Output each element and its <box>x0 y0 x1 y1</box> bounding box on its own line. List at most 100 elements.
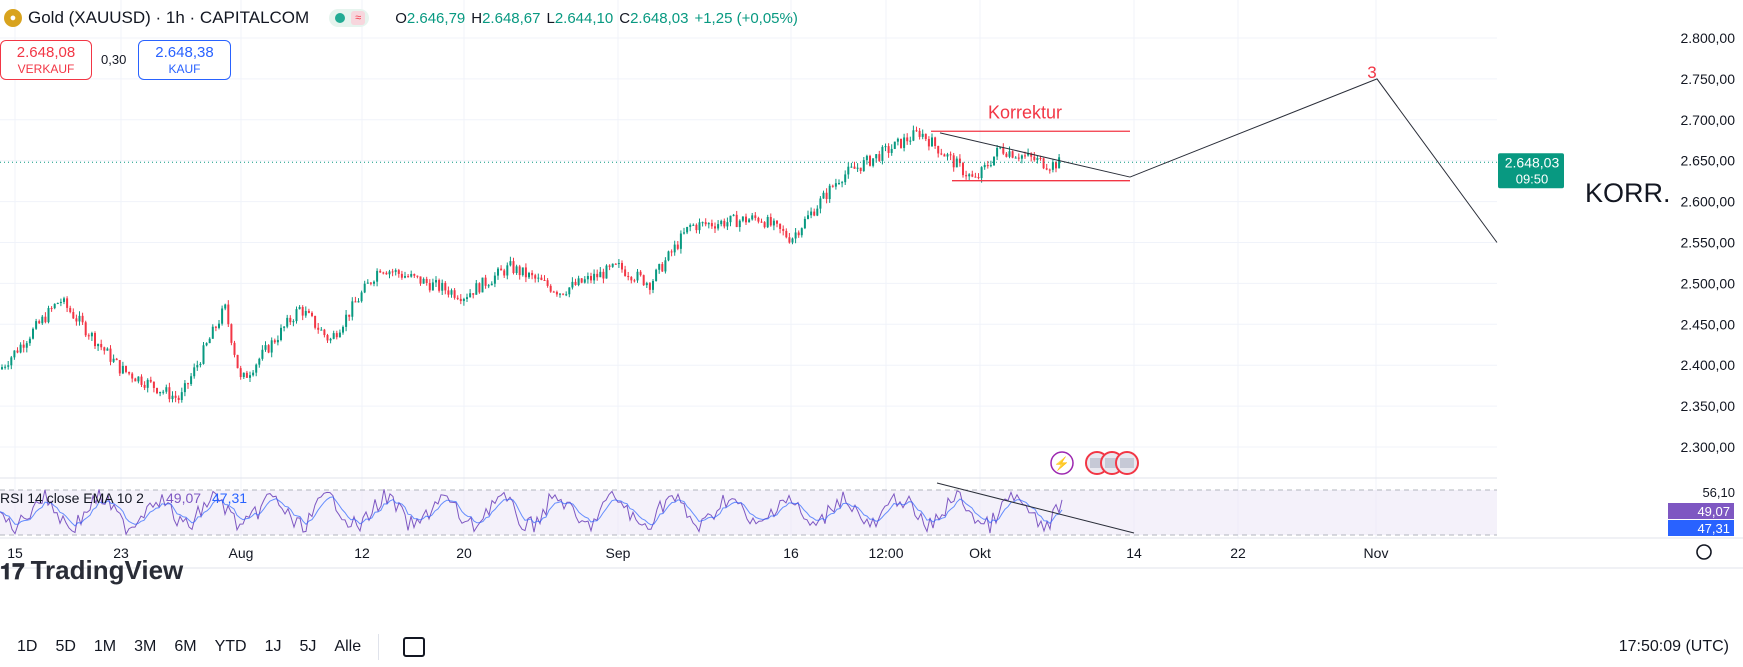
candle-body <box>221 308 224 324</box>
candle-body <box>106 348 109 351</box>
candle-body <box>239 368 242 378</box>
flag-stripes <box>1105 458 1119 468</box>
candle-body <box>407 276 410 278</box>
candle-body <box>729 215 732 223</box>
candle-body <box>289 317 292 323</box>
candle-body <box>617 262 620 265</box>
candle-body <box>152 381 155 389</box>
candle-body <box>301 306 304 316</box>
settings-icon[interactable] <box>1696 544 1712 560</box>
candle-body <box>655 269 658 281</box>
chart-drawings[interactable]: Korrektur 3 ⚡ <box>931 63 1498 475</box>
candle-body <box>896 138 899 142</box>
candle-body <box>900 138 902 148</box>
timeframe-1j[interactable]: 1J <box>264 638 282 655</box>
sell-button[interactable]: 2.648,08 VERKAUF <box>0 40 92 80</box>
candle-body <box>723 220 726 227</box>
candle-body <box>555 291 558 295</box>
utc-clock[interactable]: 17:50:09 (UTC) <box>1618 638 1729 655</box>
time-axis[interactable]: 15 23 Aug 12 20 Sep 16 12:00 Okt 14 22 Nov <box>0 477 1743 569</box>
candle-body <box>884 146 887 148</box>
korrektur-label[interactable]: Korrektur <box>988 102 1062 122</box>
candle-body <box>78 315 81 322</box>
wave3-label[interactable]: 3 <box>1367 63 1376 82</box>
candle-body <box>50 308 53 310</box>
candle-body <box>295 309 298 322</box>
candle-body <box>841 182 844 184</box>
candle-body <box>307 310 310 313</box>
candle-body <box>853 166 856 169</box>
calendar-icon[interactable] <box>403 637 426 657</box>
candle-body <box>450 290 453 295</box>
candle-body <box>7 365 10 367</box>
timeframe-3m[interactable]: 3M <box>134 638 157 655</box>
candle-body <box>1008 151 1011 157</box>
price-axis[interactable]: 2.800,00 2.750,00 2.700,00 2.650,00 2.600,00… <box>1498 30 1735 455</box>
candle-body <box>97 343 100 347</box>
candle-body <box>13 350 16 358</box>
wave-projection[interactable] <box>1129 78 1498 243</box>
candle-body <box>695 224 698 231</box>
candle-body <box>323 329 326 336</box>
buy-button[interactable]: 2.648,38 KAUF <box>138 40 231 80</box>
candle-body <box>772 220 775 226</box>
market-status-icon[interactable]: ≈ <box>329 9 370 27</box>
symbol-title[interactable]: Gold (XAUUSD) · 1h · CAPITALCOM <box>28 8 310 27</box>
candle-body <box>366 282 369 284</box>
timeframe-6m[interactable]: 6M <box>174 638 197 655</box>
lightning-icon[interactable] <box>1050 451 1074 475</box>
korr-annotation[interactable]: KORR. <box>1585 178 1671 208</box>
candle-body <box>906 137 909 142</box>
candle-body <box>267 345 270 353</box>
candle-body <box>72 312 75 319</box>
rsi-band <box>0 490 1497 535</box>
candle-body <box>611 263 614 267</box>
rsi-trend-line[interactable] <box>936 482 1135 534</box>
timeframe-1d[interactable]: 1D <box>17 638 38 655</box>
last-price-label: 2.648,03 <box>1505 154 1560 170</box>
candle-body <box>1039 158 1042 160</box>
candle-body <box>400 273 403 278</box>
candle-body <box>134 378 137 382</box>
candle-body <box>1030 153 1033 157</box>
candle-body <box>543 280 546 282</box>
rsi-ema-tag-label: 47,31 <box>1697 521 1730 536</box>
timeframe-ytd[interactable]: YTD <box>214 638 247 655</box>
trend-line[interactable] <box>939 132 1131 178</box>
candle-body <box>710 223 713 227</box>
buy-price: 2.648,38 <box>155 44 214 61</box>
candle-body <box>75 318 78 322</box>
price-tick-label: 2.500,00 <box>1681 275 1736 291</box>
timeframe-5j[interactable]: 5J <box>299 638 317 655</box>
candle-body <box>797 232 800 236</box>
candle-body <box>205 343 208 346</box>
candle-body <box>714 226 716 229</box>
candle-body <box>865 155 868 161</box>
candle-body <box>537 277 540 279</box>
candle-body <box>456 297 459 299</box>
candle-body <box>580 278 583 283</box>
candle-body <box>419 276 422 284</box>
candle-body <box>363 283 366 293</box>
candle-body <box>143 384 146 388</box>
candle-body <box>986 165 989 167</box>
candle-body <box>800 228 803 236</box>
candle-body <box>962 163 964 176</box>
candle-body <box>692 224 695 226</box>
timeframe-5d[interactable]: 5D <box>55 638 76 655</box>
candle-body <box>1051 162 1054 170</box>
price-tick-label: 2.800,00 <box>1681 30 1736 46</box>
candle-body <box>937 145 940 154</box>
candle-body <box>35 321 38 329</box>
candle-body <box>202 345 205 364</box>
candle-body <box>999 147 1002 149</box>
candle-body <box>25 343 28 348</box>
timeframe-1m[interactable]: 1M <box>93 638 117 655</box>
candle-body <box>329 338 332 341</box>
candle-body <box>1024 155 1026 157</box>
candle-body <box>118 360 121 374</box>
candle-body <box>180 392 183 400</box>
candle-body <box>53 303 56 309</box>
timeframe-alle[interactable]: Alle <box>334 638 362 655</box>
